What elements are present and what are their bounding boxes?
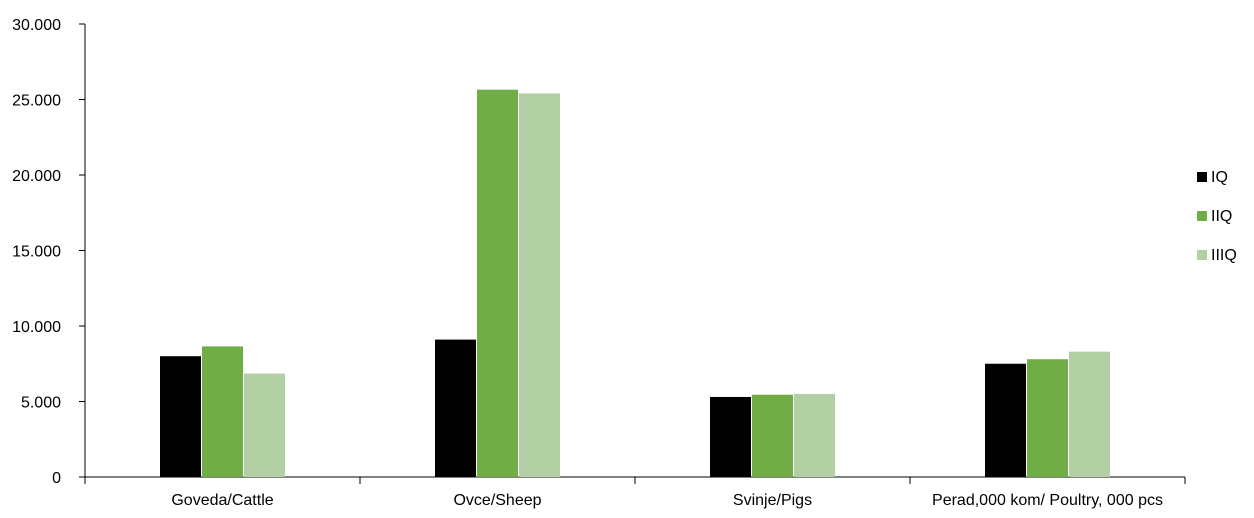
y-tick-label: 0 (52, 470, 61, 487)
y-tick-label: 15.000 (12, 244, 61, 261)
y-tick-label: 30.000 (12, 17, 61, 34)
y-tick-label: 5.000 (21, 395, 61, 412)
bars (160, 89, 1110, 478)
labels: 0 5.000 10.000 15.000 20.000 25.000 30.000 Gove… (12, 17, 1163, 509)
bar-iiq (202, 346, 243, 477)
legend-swatch-iiiq (1197, 250, 1207, 260)
legend-swatch-iiq (1197, 211, 1207, 221)
y-tick-label: 10.000 (12, 319, 61, 336)
y-tick-label: 20.000 (12, 168, 61, 185)
bar-iq (985, 363, 1026, 477)
bar-iiiq (794, 393, 835, 477)
bar-iiq (752, 394, 793, 477)
bar-iiq (1027, 359, 1068, 477)
bar-iq (160, 356, 201, 477)
bar-iiq (477, 89, 518, 477)
bar-iiiq (244, 373, 285, 477)
y-tick-label: 25.000 (12, 93, 61, 110)
x-category-label: Goveda/Cattle (171, 492, 273, 509)
bar-iq (435, 339, 476, 477)
x-category-label: Perad,000 kom/ Poultry, 000 pcs (932, 492, 1163, 509)
x-category-label: Ovce/Sheep (453, 492, 541, 509)
bar-iiiq (1069, 351, 1110, 477)
bar-iiiq (519, 93, 560, 478)
x-category-label: Svinje/Pigs (733, 492, 812, 509)
legend: IQ IIQ IIIQ (1197, 169, 1237, 264)
legend-label-iiiq: IIIQ (1211, 247, 1237, 264)
legend-swatch-iq (1197, 172, 1207, 182)
legend-label-iiq: IIQ (1211, 208, 1232, 225)
legend-label-iq: IQ (1211, 169, 1228, 186)
bar-iq (710, 396, 751, 477)
